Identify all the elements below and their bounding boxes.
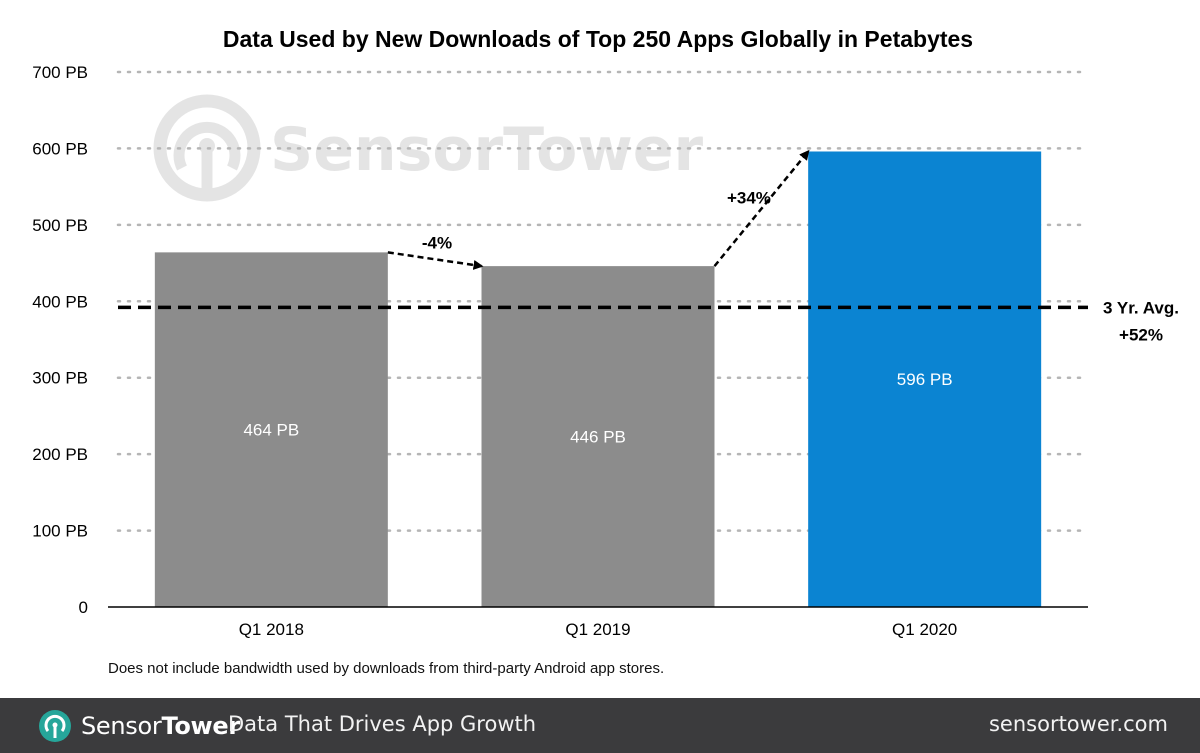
x-tick-label: Q1 2018 <box>239 620 304 639</box>
y-tick-label: 200 PB <box>32 445 88 464</box>
y-tick-label: 600 PB <box>32 139 88 158</box>
bars: 464 PB 446 PB 596 PB <box>154 151 1042 607</box>
bar-data-label: 446 PB <box>570 428 626 447</box>
bar <box>154 252 388 607</box>
y-tick-label: 700 PB <box>32 63 88 82</box>
brand-part-1: Sensor <box>81 711 162 740</box>
x-tick-label: Q1 2020 <box>892 620 957 639</box>
annotations: 3 Yr. Avg. +52% -4% +34% <box>118 149 1179 344</box>
footnote: Does not include bandwidth used by downl… <box>108 660 665 677</box>
change-label: +34% <box>727 189 771 208</box>
footer-tagline: Data That Drives App Growth <box>228 712 537 736</box>
brand-part-2: Tower <box>161 711 240 740</box>
change-label: -4% <box>422 233 452 252</box>
bar <box>481 266 715 607</box>
sensortower-logo-icon <box>39 709 71 742</box>
change-arrow <box>387 251 484 270</box>
x-tick-label: Q1 2019 <box>565 620 630 639</box>
y-tick-label: 0 <box>79 598 88 617</box>
footer-website-link[interactable]: sensortower.com <box>988 712 1168 736</box>
chart-title: Data Used by New Downloads of Top 250 Ap… <box>223 26 973 52</box>
footer-brand[interactable]: SensorTower <box>37 707 240 744</box>
y-tick-label: 300 PB <box>32 369 88 388</box>
bar-data-label: 596 PB <box>897 370 953 389</box>
y-tick-label: 400 PB <box>32 292 88 311</box>
watermark-text: SensorTower <box>270 115 703 185</box>
y-tick-label: 500 PB <box>32 216 88 235</box>
bar-data-label: 464 PB <box>243 421 299 440</box>
footer-brand-name: SensorTower <box>81 712 240 740</box>
footer-bar: SensorTower Data That Drives App Growth … <box>0 698 1200 753</box>
x-axis-ticks: Q1 2018 Q1 2019 Q1 2020 <box>239 620 958 639</box>
bar <box>808 151 1042 607</box>
bar-chart: Data Used by New Downloads of Top 250 Ap… <box>32 26 1179 639</box>
average-change-label: +52% <box>1119 325 1163 344</box>
average-label: 3 Yr. Avg. <box>1103 298 1179 317</box>
change-arrow <box>713 149 810 267</box>
y-axis-ticks: 0 100 PB 200 PB 300 PB 400 PB 500 PB 600 PB 700… <box>32 63 88 617</box>
y-tick-label: 100 PB <box>32 522 88 541</box>
sensortower-watermark: SensorTower <box>153 94 703 202</box>
